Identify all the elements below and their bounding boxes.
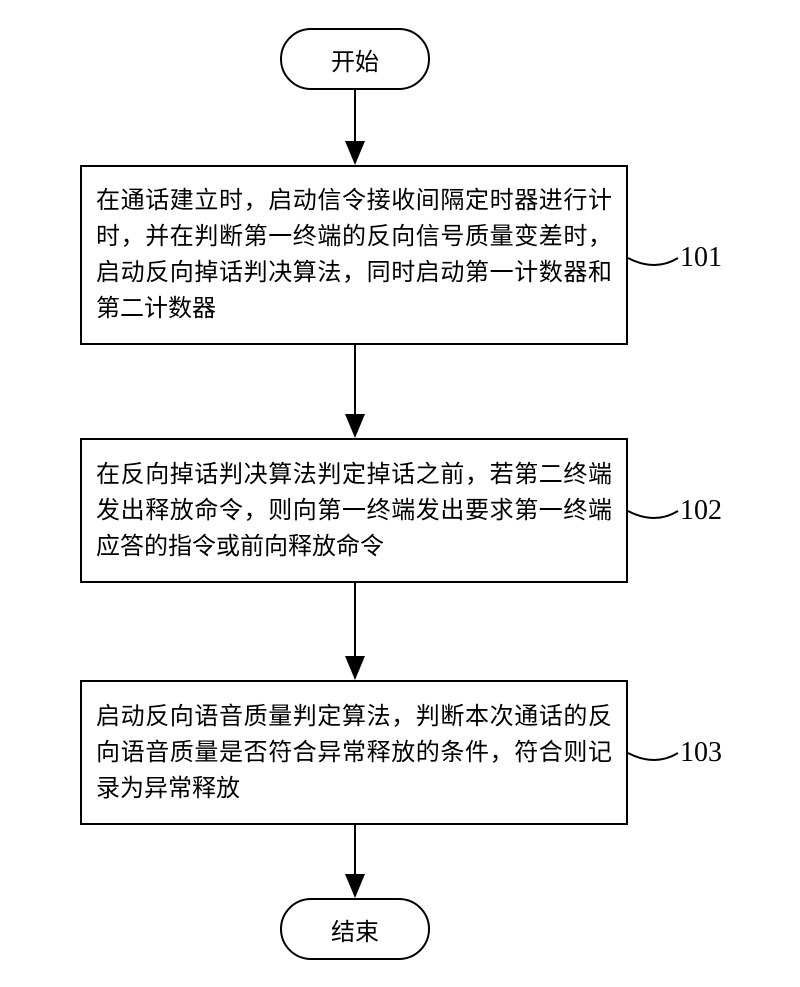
- step-label-101: 101: [680, 242, 722, 274]
- step-label-103-text: 103: [680, 737, 722, 768]
- step-label-101-text: 101: [680, 242, 722, 273]
- step-label-103: 103: [680, 737, 722, 769]
- step-label-102: 102: [680, 495, 722, 527]
- arrow-start-to-1: [0, 0, 800, 987]
- flowchart-canvas: 开始 在通话建立时，启动信令接收间隔定时器进行计时，并在判断第一终端的反向信号质…: [0, 0, 800, 987]
- step-label-102-text: 102: [680, 495, 722, 526]
